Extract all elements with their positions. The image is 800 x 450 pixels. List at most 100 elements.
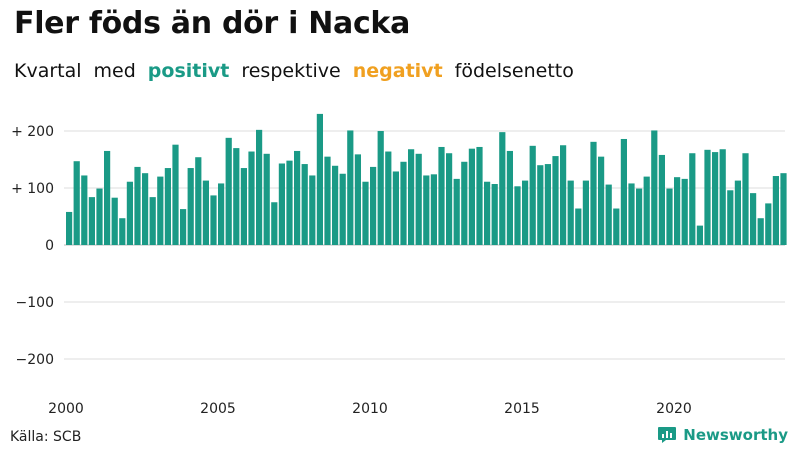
bar bbox=[567, 180, 574, 245]
bar bbox=[514, 186, 521, 245]
bar bbox=[248, 151, 255, 245]
bar bbox=[134, 166, 141, 245]
bar bbox=[240, 168, 247, 245]
bar bbox=[582, 180, 589, 245]
newsworthy-icon bbox=[658, 427, 677, 443]
bar bbox=[392, 171, 399, 245]
bar bbox=[385, 151, 392, 245]
y-axis-labels: + 200 + 100 0 −100 −200 bbox=[11, 124, 54, 368]
bar bbox=[681, 178, 688, 245]
subtitle-text-with: med bbox=[93, 60, 136, 82]
bar bbox=[294, 150, 301, 245]
bar bbox=[309, 175, 316, 245]
legend-positive: positivt bbox=[147, 60, 230, 82]
bar bbox=[187, 168, 194, 245]
chart-title: Fler föds än dör i Nacka bbox=[14, 6, 411, 41]
brand-logo: Newsworthy bbox=[657, 426, 788, 444]
bar bbox=[111, 197, 118, 245]
bar bbox=[590, 141, 597, 245]
bar bbox=[256, 129, 263, 245]
bar bbox=[636, 188, 643, 245]
bar bbox=[377, 131, 384, 245]
bar bbox=[499, 132, 506, 245]
source-note: Källa: SCB bbox=[10, 429, 82, 445]
bar bbox=[712, 152, 719, 245]
y-tick-label: + 200 bbox=[11, 124, 54, 140]
bar bbox=[370, 166, 377, 245]
bar bbox=[757, 218, 764, 245]
bar bbox=[225, 137, 232, 245]
bar bbox=[73, 161, 80, 245]
bar bbox=[172, 144, 179, 245]
bar bbox=[544, 164, 551, 245]
x-tick-label: 2000 bbox=[48, 401, 84, 417]
bar bbox=[506, 150, 513, 245]
bar bbox=[560, 145, 567, 245]
bar bbox=[598, 156, 605, 245]
bar bbox=[453, 178, 460, 245]
bar bbox=[643, 176, 650, 245]
bar bbox=[484, 181, 491, 245]
bar bbox=[263, 153, 270, 245]
bar bbox=[149, 197, 156, 245]
bar bbox=[742, 153, 749, 245]
bar bbox=[119, 218, 126, 245]
bar bbox=[620, 138, 627, 245]
bar bbox=[438, 146, 445, 245]
bar bbox=[658, 154, 665, 245]
bars bbox=[66, 113, 787, 246]
bar bbox=[142, 173, 149, 245]
bar bbox=[202, 180, 209, 245]
bar bbox=[324, 156, 331, 245]
bar bbox=[765, 203, 772, 245]
bar bbox=[408, 149, 415, 245]
bar bbox=[491, 184, 498, 245]
bar bbox=[157, 176, 164, 245]
bar bbox=[233, 148, 240, 245]
bar bbox=[339, 173, 346, 245]
legend-negative: negativt bbox=[352, 60, 443, 82]
bar bbox=[423, 175, 430, 245]
subtitle-text-respectively: respektive bbox=[241, 60, 341, 82]
bar bbox=[271, 202, 278, 245]
bar bbox=[704, 149, 711, 245]
bar bbox=[301, 164, 308, 245]
bar bbox=[415, 153, 422, 245]
subtitle-text-period: Kvartal bbox=[14, 60, 82, 82]
y-tick-label: −100 bbox=[16, 295, 54, 311]
bar bbox=[164, 168, 171, 245]
bar bbox=[66, 211, 73, 245]
bar bbox=[552, 156, 559, 245]
y-tick-label: −200 bbox=[16, 352, 54, 368]
bar bbox=[727, 190, 734, 245]
bar bbox=[522, 180, 529, 245]
bar bbox=[81, 175, 88, 245]
bar bbox=[476, 146, 483, 245]
bar bbox=[88, 197, 95, 245]
bar bbox=[332, 165, 339, 245]
y-tick-label: 0 bbox=[45, 238, 54, 254]
bar bbox=[529, 145, 536, 245]
bar bbox=[780, 173, 787, 245]
bar bbox=[734, 180, 741, 245]
bar bbox=[446, 153, 453, 245]
bar bbox=[218, 183, 225, 245]
bar bbox=[180, 209, 187, 245]
bar bbox=[104, 150, 111, 245]
bar bbox=[575, 208, 582, 245]
bar bbox=[613, 208, 620, 245]
bar bbox=[362, 181, 369, 245]
bar bbox=[605, 184, 612, 245]
bar bbox=[628, 183, 635, 245]
bar bbox=[674, 177, 681, 245]
bar bbox=[278, 163, 285, 245]
bar bbox=[347, 130, 354, 245]
x-axis-labels: 2000 2005 2010 2015 2020 bbox=[48, 401, 692, 417]
bar-chart: + 200 + 100 0 −100 −200 2000 2005 2010 2015 2020 bbox=[11, 113, 787, 417]
bar bbox=[772, 176, 779, 245]
bar bbox=[666, 188, 673, 245]
x-tick-label: 2015 bbox=[504, 401, 540, 417]
brand-name: Newsworthy bbox=[683, 426, 788, 444]
x-tick-label: 2005 bbox=[200, 401, 236, 417]
bar bbox=[210, 195, 217, 245]
